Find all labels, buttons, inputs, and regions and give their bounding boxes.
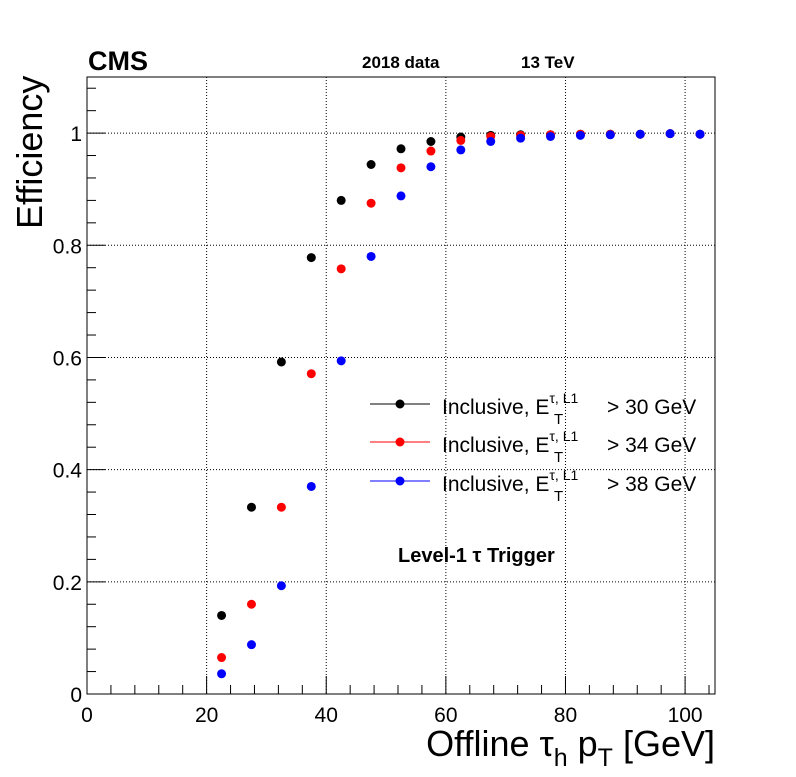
data-point-series-3 bbox=[575, 130, 585, 140]
data-point-series-3 bbox=[276, 581, 286, 591]
data-point-series-1 bbox=[246, 502, 256, 512]
grid-layer bbox=[87, 77, 715, 694]
legend-label: Inclusive, Eτ, L1 T> 38 GeV bbox=[442, 467, 696, 505]
y-tick-label: 0.6 bbox=[53, 347, 82, 370]
data-point-series-2 bbox=[306, 369, 316, 379]
data-point-series-2 bbox=[217, 653, 227, 663]
legend-label: Inclusive, Eτ, L1 T> 34 GeV bbox=[442, 428, 696, 466]
x-tick-label: 60 bbox=[434, 704, 457, 727]
data-point-series-3 bbox=[396, 191, 406, 201]
experiment-label: CMS bbox=[88, 46, 148, 76]
data-point-series-1 bbox=[396, 144, 406, 154]
y-tick-label: 1 bbox=[70, 123, 82, 146]
x-tick-label: 20 bbox=[195, 704, 218, 727]
data-point-series-2 bbox=[456, 135, 466, 145]
data-point-series-2 bbox=[276, 502, 286, 512]
data-point-series-1 bbox=[336, 195, 346, 205]
data-point-series-3 bbox=[486, 137, 496, 147]
x-tick-label: 0 bbox=[81, 704, 93, 727]
legend-label: Inclusive, Eτ, L1 T> 30 GeV bbox=[442, 390, 696, 428]
y-tick-label: 0.8 bbox=[53, 235, 82, 258]
data-point-series-1 bbox=[276, 357, 286, 367]
data-point-series-3 bbox=[516, 133, 526, 143]
data-point-series-2 bbox=[366, 198, 376, 208]
x-tick-label: 100 bbox=[668, 704, 703, 727]
x-tick-label: 40 bbox=[315, 704, 338, 727]
x-axis-label: Offline τh pT [GeV] bbox=[426, 723, 715, 772]
data-point-series-2 bbox=[246, 599, 256, 609]
data-point-series-2 bbox=[426, 146, 436, 156]
x-tick-label: 80 bbox=[554, 704, 577, 727]
data-point-series-3 bbox=[456, 145, 466, 155]
data-point-series-1 bbox=[426, 137, 436, 147]
legend-marker bbox=[395, 437, 405, 447]
y-tick-label: 0.2 bbox=[53, 572, 82, 595]
data-point-series-3 bbox=[306, 481, 316, 491]
ticks-layer: 0 20 40 60 80 100 0 0.2 0.4 0.6 0.8 1 bbox=[53, 87, 710, 727]
data-point-series-3 bbox=[366, 251, 376, 261]
data-point-series-3 bbox=[426, 162, 436, 172]
y-axis-label: Efficiency bbox=[9, 76, 50, 229]
data-point-series-1 bbox=[366, 160, 376, 170]
y-tick-label: 0 bbox=[70, 684, 82, 707]
legend-entry-3: Inclusive, Eτ, L1 T> 38 GeV bbox=[370, 467, 696, 505]
trigger-annotation: Level-1 τ Trigger bbox=[398, 545, 555, 567]
data-point-series-3 bbox=[665, 129, 675, 139]
legend-marker bbox=[395, 476, 405, 486]
data-point-series-3 bbox=[635, 129, 645, 139]
data-point-series-3 bbox=[546, 131, 556, 141]
data-point-series-2 bbox=[336, 264, 346, 274]
energy-label: 13 TeV bbox=[521, 53, 575, 72]
data-point-series-2 bbox=[396, 163, 406, 173]
plot-frame bbox=[86, 76, 716, 695]
data-point-series-3 bbox=[695, 129, 705, 139]
dataset-label: 2018 data bbox=[362, 53, 440, 72]
points-layer bbox=[217, 129, 705, 679]
y-tick-label: 0.4 bbox=[53, 460, 83, 483]
data-point-series-3 bbox=[605, 130, 615, 140]
data-point-series-3 bbox=[246, 640, 256, 650]
data-point-series-1 bbox=[306, 253, 316, 263]
data-point-series-3 bbox=[336, 356, 346, 366]
legend-entry-1: Inclusive, Eτ, L1 T> 30 GeV bbox=[370, 390, 696, 428]
legend-entry-2: Inclusive, Eτ, L1 T> 34 GeV bbox=[370, 428, 696, 466]
legend-marker bbox=[395, 399, 405, 409]
data-point-series-3 bbox=[217, 669, 227, 679]
data-point-series-1 bbox=[217, 610, 227, 620]
